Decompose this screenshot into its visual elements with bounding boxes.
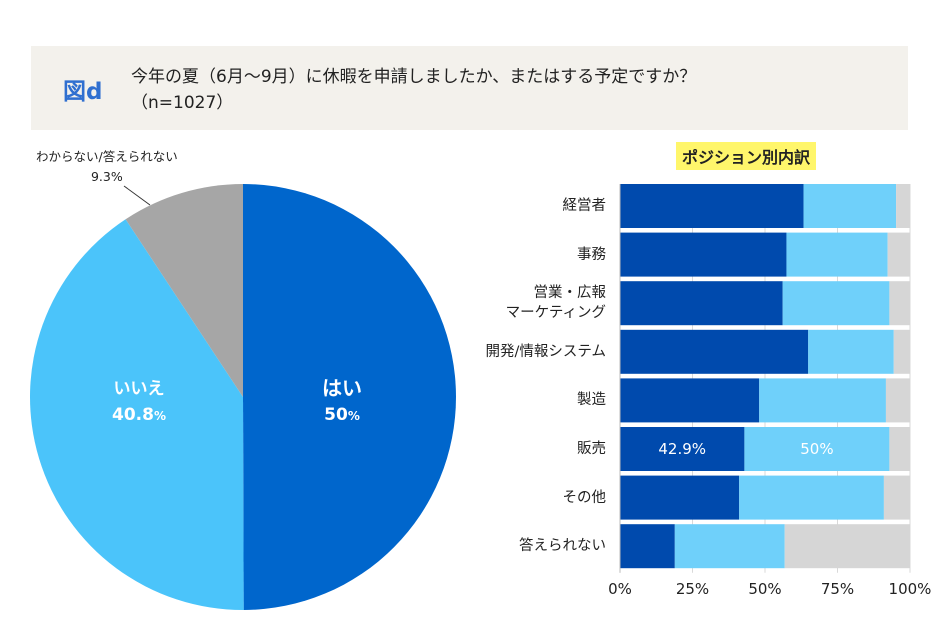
pie-label-yes-name: はい bbox=[322, 376, 362, 400]
data-label: 50% bbox=[800, 440, 834, 458]
x-tick-label: 75% bbox=[820, 580, 855, 598]
bar-segment bbox=[744, 427, 890, 471]
bar-segment bbox=[883, 475, 910, 520]
bar-segment bbox=[620, 329, 809, 374]
category-label: 販売 bbox=[577, 441, 606, 457]
sample-size: （n=1027） bbox=[131, 93, 234, 113]
pie-label-unknown-value: 9.3% bbox=[90, 169, 123, 184]
pie-label-no-unit: % bbox=[153, 409, 166, 423]
bar-segment bbox=[887, 232, 910, 277]
pie-label-yes-unit: % bbox=[347, 409, 360, 423]
bar-segment bbox=[889, 281, 910, 326]
category-label: その他 bbox=[562, 489, 607, 506]
pie-label-no-name: いいえ bbox=[113, 379, 165, 399]
x-tick-label: 25% bbox=[675, 580, 710, 598]
chart-title: 今年の夏（6月〜9月）に休暇を申請しましたか、またはする予定ですか？ bbox=[131, 67, 697, 87]
bar-segment bbox=[803, 184, 897, 228]
bar-segment bbox=[620, 475, 740, 520]
pie-label-no-value: 40.8 bbox=[112, 405, 154, 425]
category-label: 経営者 bbox=[562, 198, 607, 214]
pie-label-yes: はい 50% bbox=[322, 372, 362, 425]
bar-segment bbox=[620, 281, 783, 326]
bar-segment bbox=[896, 184, 910, 228]
pie-slice-1 bbox=[29, 219, 244, 610]
category-label: 事務 bbox=[577, 246, 606, 263]
pie-label-unknown-name: わからない/答えられない bbox=[36, 149, 178, 164]
bar-segment bbox=[674, 524, 785, 569]
bar-segment bbox=[620, 427, 745, 471]
bar-segment bbox=[808, 329, 894, 374]
pie-label-no: いいえ 40.8% bbox=[112, 374, 166, 425]
bar-segment bbox=[784, 524, 910, 569]
pie-slice-0 bbox=[243, 184, 456, 610]
figure-label: 図d bbox=[63, 79, 103, 105]
bar-segment bbox=[893, 329, 910, 374]
bar-segment bbox=[786, 232, 888, 277]
bar-segment bbox=[739, 475, 884, 520]
x-tick-label: 100% bbox=[888, 580, 932, 598]
category-label: 営業・広報 マーケティング bbox=[505, 285, 606, 322]
bar-segment bbox=[782, 281, 890, 326]
pie-label-unknown: わからない/答えられない 9.3% bbox=[36, 146, 178, 184]
bar-segment bbox=[620, 232, 787, 277]
bar-segment bbox=[620, 184, 804, 228]
pie-slice-2 bbox=[125, 184, 243, 397]
bar-segment bbox=[620, 524, 675, 569]
x-tick-label: 50% bbox=[748, 580, 782, 598]
figure-header: 図d 今年の夏（6月〜9月）に休暇を申請しましたか、またはする予定ですか？ （n… bbox=[31, 46, 908, 130]
category-label: 答えられない bbox=[519, 538, 606, 555]
bar-segment bbox=[889, 427, 910, 471]
pie-label-yes-value: 50 bbox=[324, 405, 348, 425]
category-label: 製造 bbox=[577, 392, 606, 409]
data-label: 42.9% bbox=[658, 440, 707, 458]
category-label: 開発/情報システム bbox=[485, 343, 606, 360]
pie-leader-line bbox=[123, 185, 151, 206]
bar-chart-title: ポジション別内訳 bbox=[676, 142, 817, 170]
x-tick-label: 0% bbox=[608, 580, 632, 598]
bar-segment bbox=[885, 378, 910, 423]
bar-segment bbox=[620, 378, 760, 423]
bar-segment bbox=[759, 378, 886, 423]
